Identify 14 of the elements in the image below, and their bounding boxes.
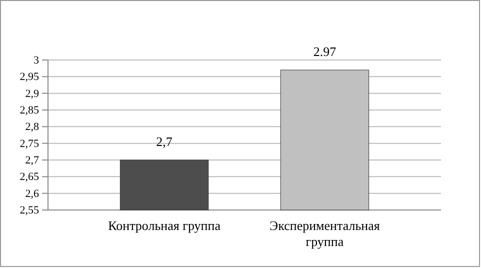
y-tick-label: 2,65 xyxy=(20,171,40,184)
y-tick-label: 2,8 xyxy=(25,121,40,134)
x-tick-label: Экспериментальная группа xyxy=(270,218,380,249)
data-label: 2.97 xyxy=(313,44,337,59)
data-label: 2,7 xyxy=(156,134,173,149)
y-tick-label: 2,75 xyxy=(20,138,40,150)
x-tick-label: Контрольная группа xyxy=(108,218,221,233)
y-tick-label: 2,9 xyxy=(25,88,40,100)
y-tick-label: 2,7 xyxy=(25,154,40,167)
y-tick-label: 3 xyxy=(34,54,40,67)
y-tick-label: 2,95 xyxy=(20,71,40,84)
y-tick-label: 2,85 xyxy=(20,104,40,117)
y-tick-label: 2,6 xyxy=(25,188,40,200)
y-tick-label: 2,55 xyxy=(20,204,40,217)
